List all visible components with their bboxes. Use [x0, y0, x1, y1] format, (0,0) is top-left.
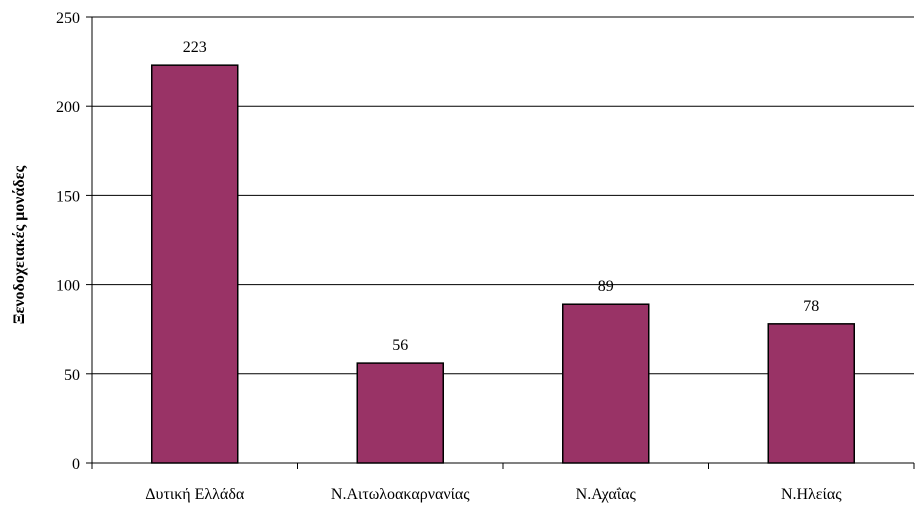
data-labels: 223 56 89 78	[183, 39, 820, 354]
x-tick-label: Δυτική Ελλάδα	[145, 486, 245, 503]
x-tick-labels: Δυτική Ελλάδα Ν.Αιτωλοακαρνανίας Ν.Αχαΐας Ν…	[145, 486, 842, 503]
x-tick-label: Ν.Αιτωλοακαρνανίας	[331, 486, 470, 503]
x-tick-label: Ν.Αχαΐας	[576, 486, 637, 503]
data-label: 56	[392, 337, 408, 354]
bar	[151, 64, 239, 464]
y-tick-label: 100	[56, 278, 80, 295]
data-label: 78	[803, 298, 819, 315]
bar	[356, 362, 444, 464]
bar	[562, 303, 650, 464]
y-tick-label: 150	[56, 188, 80, 205]
axes	[86, 16, 915, 469]
y-tick-label: 250	[56, 10, 80, 27]
bars	[151, 64, 855, 464]
y-tick-label: 50	[64, 367, 80, 384]
data-label: 223	[183, 39, 207, 56]
y-tick-label: 0	[72, 456, 80, 473]
x-tick-label: Ν.Ηλείας	[781, 486, 842, 503]
y-axis-title: Ξενοδοχειακές μονάδες	[11, 165, 28, 324]
y-tick-labels: 0 50 100 150 200 250	[56, 10, 80, 473]
y-tick-label: 200	[56, 99, 80, 116]
bar	[767, 323, 855, 464]
data-label: 89	[598, 278, 614, 295]
